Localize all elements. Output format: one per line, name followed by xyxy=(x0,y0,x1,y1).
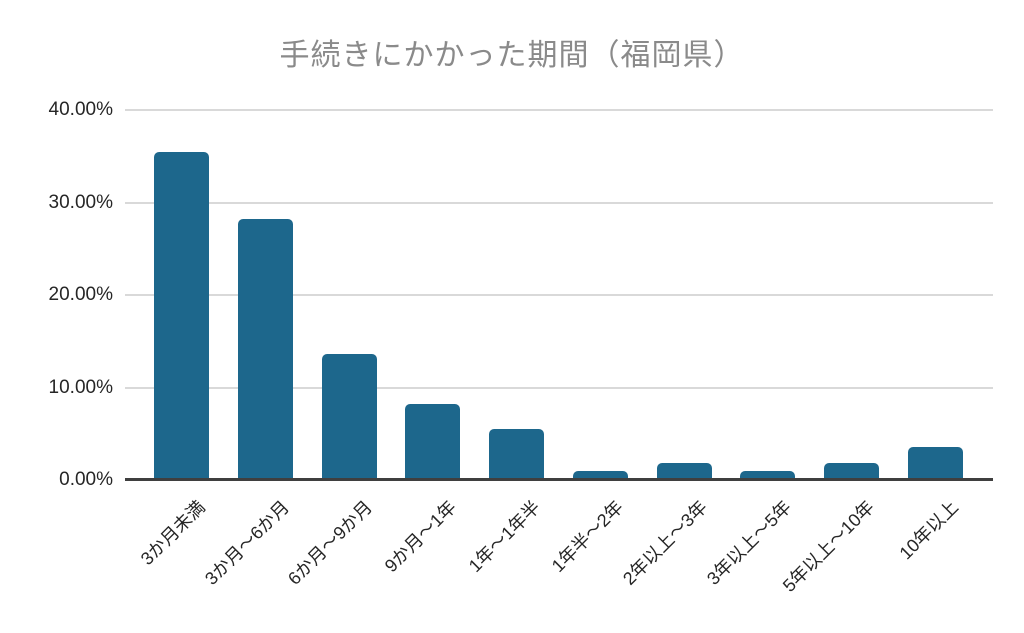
x-axis-tick-label: 3か月未満 xyxy=(136,496,209,569)
bar xyxy=(405,404,461,479)
x-axis-tick-label: 3か月～6か月 xyxy=(200,496,293,589)
x-axis-tick-label: 9か月～1年 xyxy=(380,496,460,577)
x-axis-tick-label: 1年～1年半 xyxy=(464,496,544,577)
gridline xyxy=(125,109,993,111)
y-axis-tick-label: 20.00% xyxy=(48,284,113,305)
bar xyxy=(489,429,545,479)
chart-title: 手続きにかかった期間（福岡県） xyxy=(279,39,745,72)
x-axis-tick-label: 2年以上～3年 xyxy=(619,496,712,589)
bar xyxy=(238,219,294,479)
bar xyxy=(321,354,377,479)
bar xyxy=(572,470,628,479)
gridline xyxy=(125,386,993,389)
bar xyxy=(154,152,210,479)
plot-area: 0.00% 10.00% 20.00% 30.00% 40.00% 3か月未満 3か月～6か… xyxy=(49,99,993,596)
y-axis-tick-label: 10.00% xyxy=(48,376,113,398)
x-axis-tick-label: 1年半～2年 xyxy=(548,496,628,577)
bar xyxy=(656,463,712,479)
y-axis-tick-label: 0.00% xyxy=(59,469,113,490)
y-axis-tick-label: 40.00% xyxy=(48,99,113,120)
y-axis-tick-label: 30.00% xyxy=(48,191,113,213)
bar xyxy=(823,463,879,479)
x-axis-tick-label: 6か月～9か月 xyxy=(284,496,377,589)
bar xyxy=(740,470,796,479)
x-axis-line xyxy=(125,478,993,481)
x-axis-tick-label: 10年以上 xyxy=(895,496,963,564)
gridline xyxy=(125,201,993,204)
gridline xyxy=(125,294,993,296)
bar xyxy=(907,446,963,479)
